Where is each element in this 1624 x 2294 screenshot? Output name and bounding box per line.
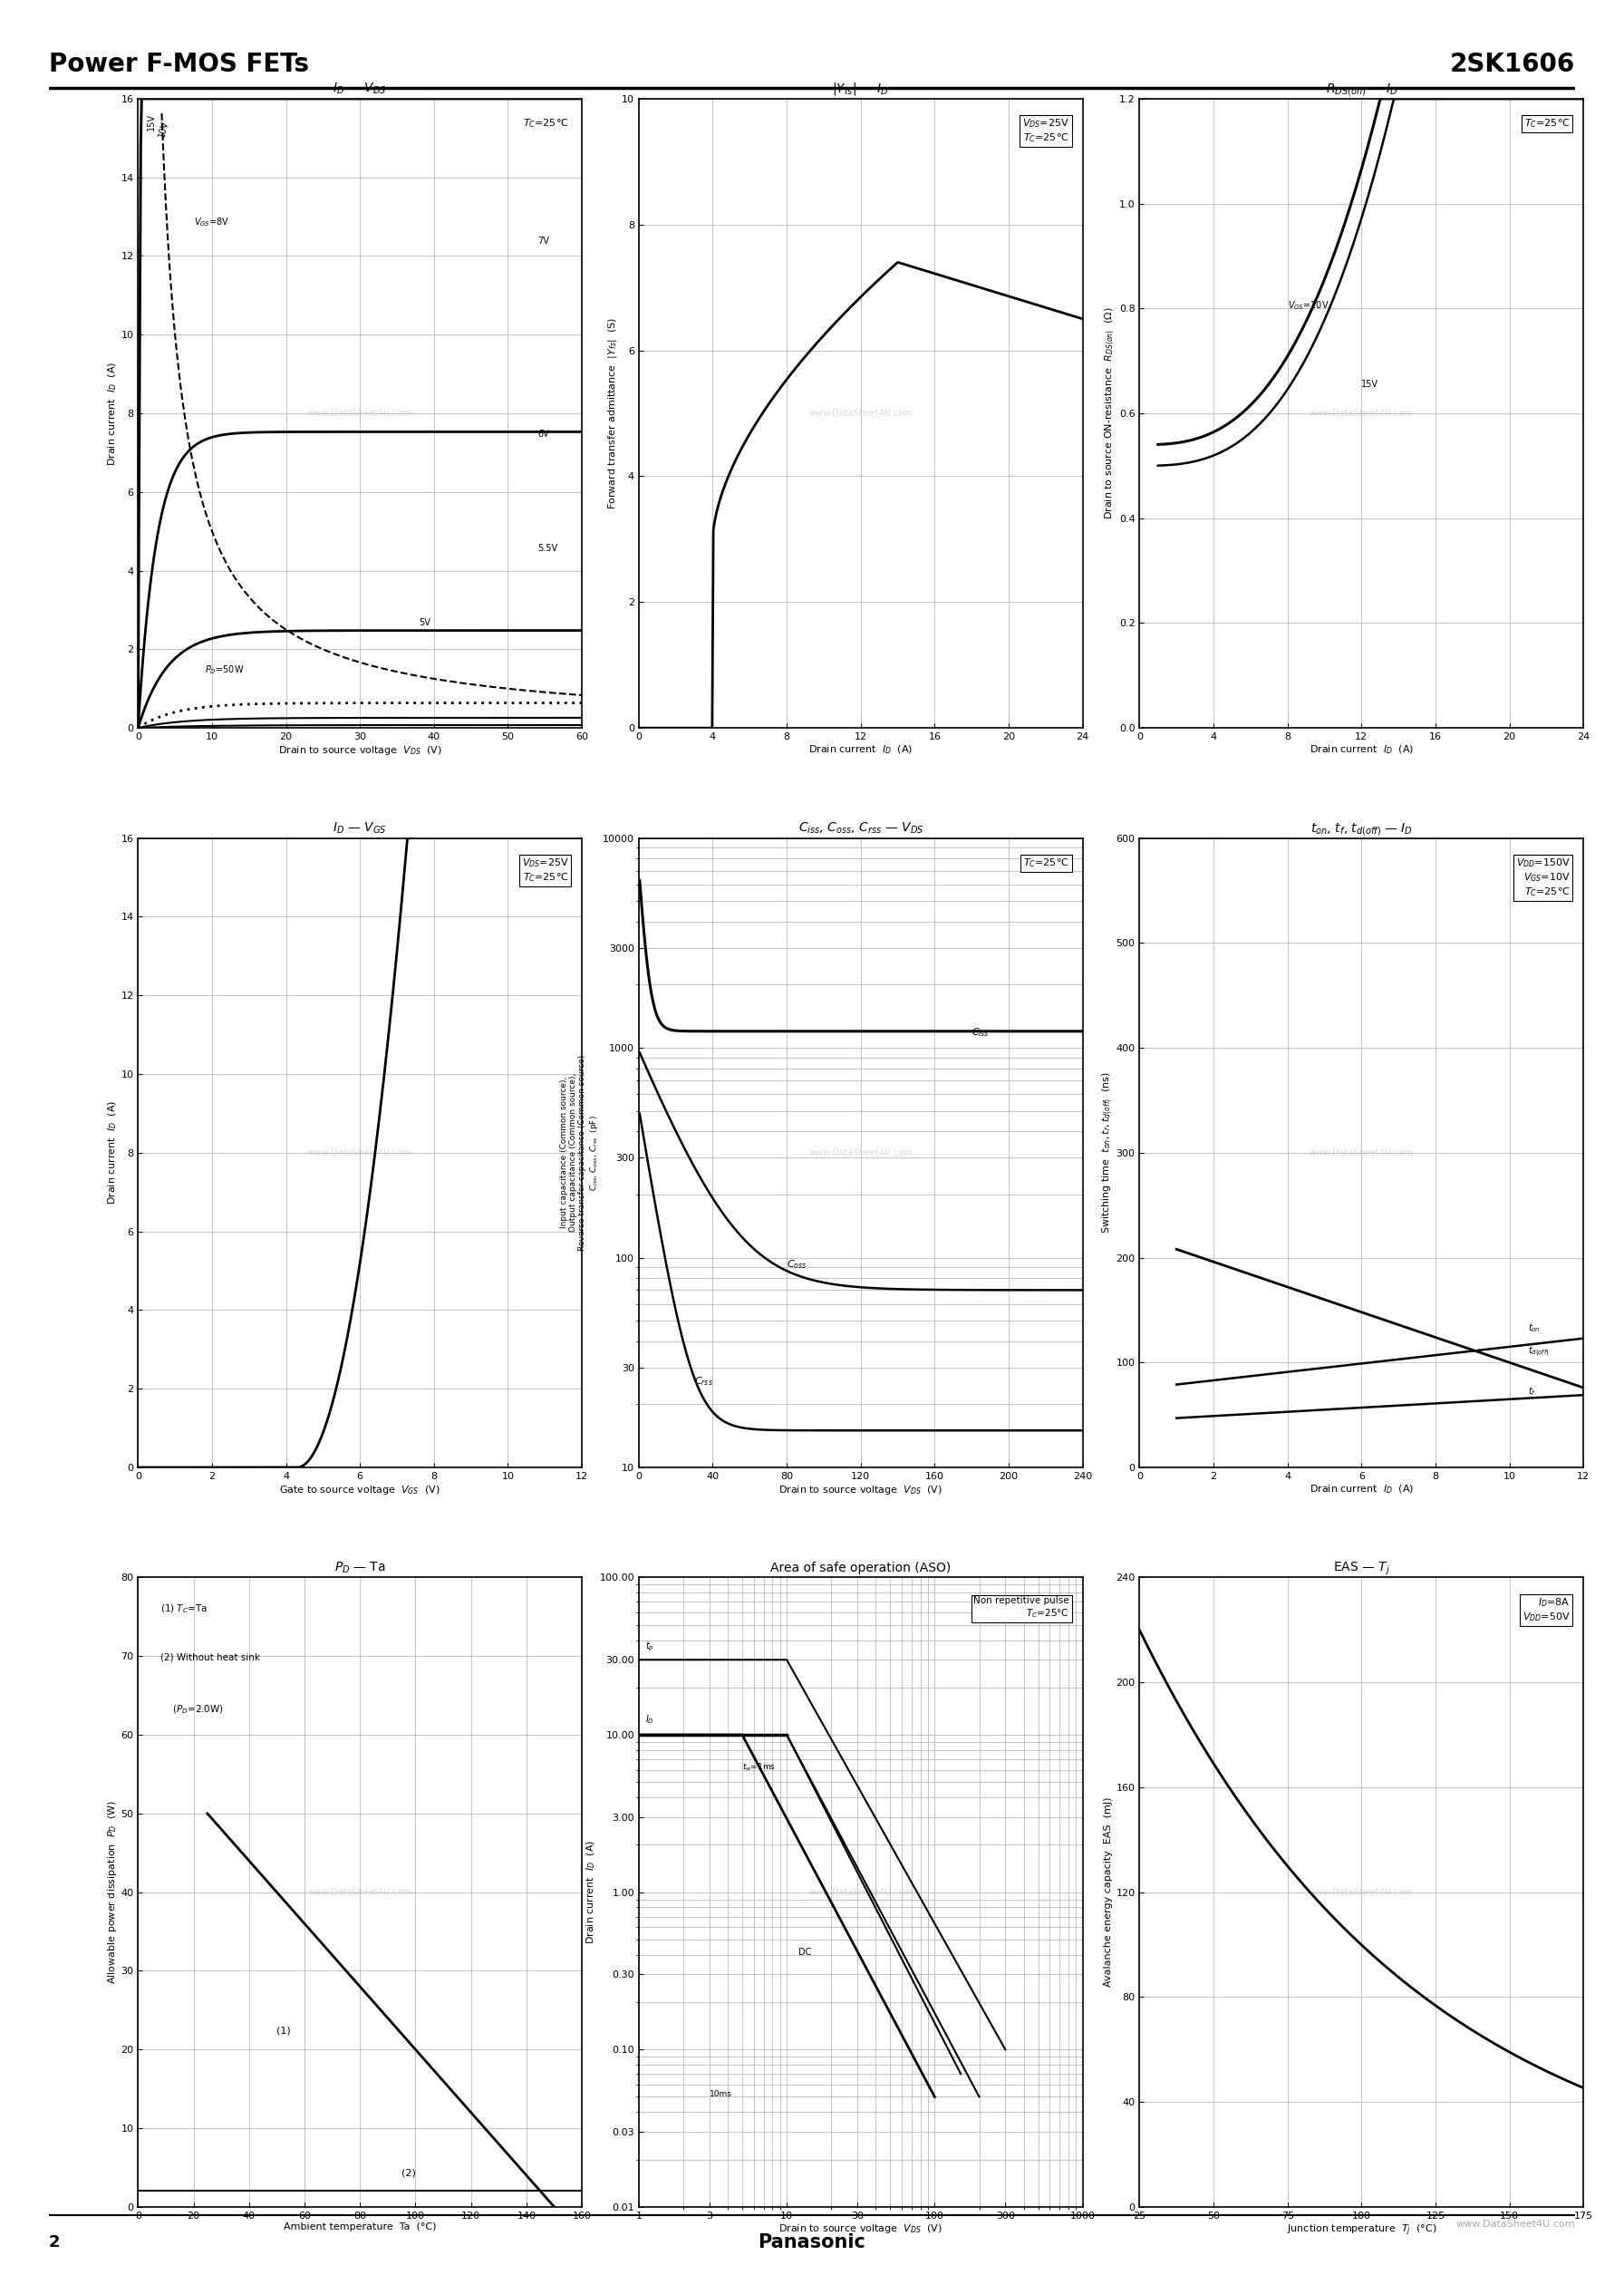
Text: www.DataSheet4U.com: www.DataSheet4U.com (1309, 1149, 1413, 1156)
Title: $t_{on}$, $t_f$, $t_{d(off)}$ — $I_D$: $t_{on}$, $t_f$, $t_{d(off)}$ — $I_D$ (1311, 821, 1413, 837)
Text: 15V: 15V (146, 112, 156, 131)
Text: $C_{iss}$: $C_{iss}$ (971, 1025, 989, 1039)
Text: $t_{d(off)}$: $t_{d(off)}$ (1528, 1344, 1549, 1358)
Text: www.DataSheet4U.com: www.DataSheet4U.com (1309, 1888, 1413, 1897)
Title: $I_D$ — $V_{DS}$: $I_D$ — $V_{DS}$ (333, 83, 387, 96)
Text: $I_D$: $I_D$ (645, 1714, 654, 1725)
X-axis label: Gate to source voltage  $V_{GS}$  (V): Gate to source voltage $V_{GS}$ (V) (279, 1484, 440, 1496)
Title: $R_{DS(on)}$ — $I_D$: $R_{DS(on)}$ — $I_D$ (1325, 80, 1397, 99)
Title: $C_{iss}$, $C_{oss}$, $C_{rss}$ — $V_{DS}$: $C_{iss}$, $C_{oss}$, $C_{rss}$ — $V_{DS… (797, 821, 924, 835)
Text: www.DataSheet4U.com: www.DataSheet4U.com (1457, 2221, 1575, 2227)
Title: Area of safe operation (ASO): Area of safe operation (ASO) (770, 1562, 952, 1574)
Text: $V_{DS}$=25V
$T_C$=25°C: $V_{DS}$=25V $T_C$=25°C (1023, 117, 1069, 145)
Text: 2SK1606: 2SK1606 (1450, 53, 1575, 78)
Text: $t_w$=1ms: $t_w$=1ms (742, 1762, 776, 1773)
X-axis label: Drain current  $I_D$  (A): Drain current $I_D$ (A) (1309, 1484, 1415, 1496)
Text: $V_{DS}$=25V
$T_C$=25°C: $V_{DS}$=25V $T_C$=25°C (521, 858, 568, 883)
Text: $t_p$: $t_p$ (645, 1640, 654, 1654)
Y-axis label: Avalanche energy capacity  EAS  (mJ): Avalanche energy capacity EAS (mJ) (1104, 1796, 1114, 1987)
Text: 10ms: 10ms (710, 2090, 732, 2099)
Text: (1) $T_C$=Ta: (1) $T_C$=Ta (161, 1604, 208, 1615)
Y-axis label: Switching time  $t_{on},t_r,t_{d(off)}$  (ns): Switching time $t_{on},t_r,t_{d(off)}$ (… (1101, 1071, 1114, 1234)
X-axis label: Drain current  $I_D$  (A): Drain current $I_D$ (A) (1309, 743, 1415, 757)
X-axis label: Ambient temperature  Ta  (°C): Ambient temperature Ta (°C) (284, 2223, 437, 2232)
Text: $I_D$=8A
$V_{DD}$=50V: $I_D$=8A $V_{DD}$=50V (1522, 1597, 1570, 1624)
Title: $|Y_{fs}|$ — $I_D$: $|Y_{fs}|$ — $I_D$ (833, 80, 888, 96)
X-axis label: Drain to source voltage  $V_{DS}$  (V): Drain to source voltage $V_{DS}$ (V) (778, 2223, 944, 2237)
Text: $T_C$=25°C: $T_C$=25°C (523, 117, 568, 131)
Text: $T_C$=25°C: $T_C$=25°C (1523, 117, 1570, 131)
Y-axis label: Drain to source ON-resistance  $R_{DS(on)}$  (Ω): Drain to source ON-resistance $R_{DS(on)… (1103, 307, 1116, 521)
Text: ($P_D$=2.0W): ($P_D$=2.0W) (161, 1704, 224, 1716)
Title: $P_D$ — Ta: $P_D$ — Ta (335, 1560, 385, 1576)
Text: 10V: 10V (156, 119, 171, 138)
Text: www.DataSheet4U.com: www.DataSheet4U.com (1309, 408, 1413, 418)
Title: EAS — $T_j$: EAS — $T_j$ (1333, 1560, 1390, 1576)
Text: $C_{rss}$: $C_{rss}$ (695, 1374, 713, 1388)
Text: www.DataSheet4U.com: www.DataSheet4U.com (309, 1149, 412, 1156)
Text: DC: DC (799, 1948, 812, 1957)
X-axis label: Junction temperature  $T_j$  (°C): Junction temperature $T_j$ (°C) (1286, 2223, 1437, 2237)
Text: $t_{on}$: $t_{on}$ (1528, 1321, 1541, 1335)
Y-axis label: Forward transfer admittance  $|Y_{fs}|$  (S): Forward transfer admittance $|Y_{fs}|$ (… (606, 317, 619, 509)
X-axis label: Drain to source voltage  $V_{DS}$  (V): Drain to source voltage $V_{DS}$ (V) (778, 1484, 944, 1496)
Text: 15V: 15V (1361, 381, 1379, 390)
Text: $C_{oss}$: $C_{oss}$ (786, 1257, 807, 1271)
Text: 2: 2 (49, 2234, 60, 2250)
Text: Power F-MOS FETs: Power F-MOS FETs (49, 53, 309, 78)
Text: (2): (2) (401, 2168, 416, 2177)
Text: 5.5V: 5.5V (538, 544, 557, 553)
Text: www.DataSheet4U.com: www.DataSheet4U.com (809, 1888, 913, 1897)
Text: Panasonic: Panasonic (758, 2234, 866, 2250)
Text: (1): (1) (276, 2026, 291, 2035)
Y-axis label: Allowable power dissipation  $P_D$  (W): Allowable power dissipation $P_D$ (W) (106, 1801, 119, 1984)
Y-axis label: Drain current  $I_D$  (A): Drain current $I_D$ (A) (585, 1840, 598, 1945)
Y-axis label: Input capacitance (Common source),
Output capacitance (Common source),
Reverse t: Input capacitance (Common source), Outpu… (560, 1055, 601, 1250)
Text: 5V: 5V (419, 619, 430, 629)
Text: $P_D$=50W: $P_D$=50W (205, 663, 244, 677)
Text: $t_f$: $t_f$ (1528, 1386, 1536, 1397)
X-axis label: Drain current  $I_D$  (A): Drain current $I_D$ (A) (809, 743, 913, 757)
Y-axis label: Drain current  $I_D$  (A): Drain current $I_D$ (A) (106, 360, 119, 466)
Text: (2) Without heat sink: (2) Without heat sink (161, 1654, 260, 1663)
Text: www.DataSheet4U.com: www.DataSheet4U.com (309, 408, 412, 418)
Text: Non repetitive pulse
$T_C$=25°C: Non repetitive pulse $T_C$=25°C (974, 1597, 1069, 1620)
X-axis label: Drain to source voltage  $V_{DS}$  (V): Drain to source voltage $V_{DS}$ (V) (278, 743, 442, 757)
Text: $T_C$=25°C: $T_C$=25°C (1023, 858, 1069, 869)
Text: $V_{GS}$=8V: $V_{GS}$=8V (193, 216, 229, 227)
Title: $I_D$ — $V_{GS}$: $I_D$ — $V_{GS}$ (333, 821, 387, 835)
Text: www.DataSheet4U.com: www.DataSheet4U.com (809, 1149, 913, 1156)
Text: $V_{DD}$=150V
$V_{GS}$=10V
$T_C$=25°C: $V_{DD}$=150V $V_{GS}$=10V $T_C$=25°C (1515, 858, 1570, 899)
Text: 7V: 7V (538, 236, 549, 245)
Text: www.DataSheet4U.com: www.DataSheet4U.com (309, 1888, 412, 1897)
Text: $V_{GS}$=10V: $V_{GS}$=10V (1288, 298, 1328, 312)
Y-axis label: Drain current  $I_D$  (A): Drain current $I_D$ (A) (106, 1101, 119, 1204)
Text: 6V: 6V (538, 429, 549, 438)
Text: www.DataSheet4U.com: www.DataSheet4U.com (809, 408, 913, 418)
